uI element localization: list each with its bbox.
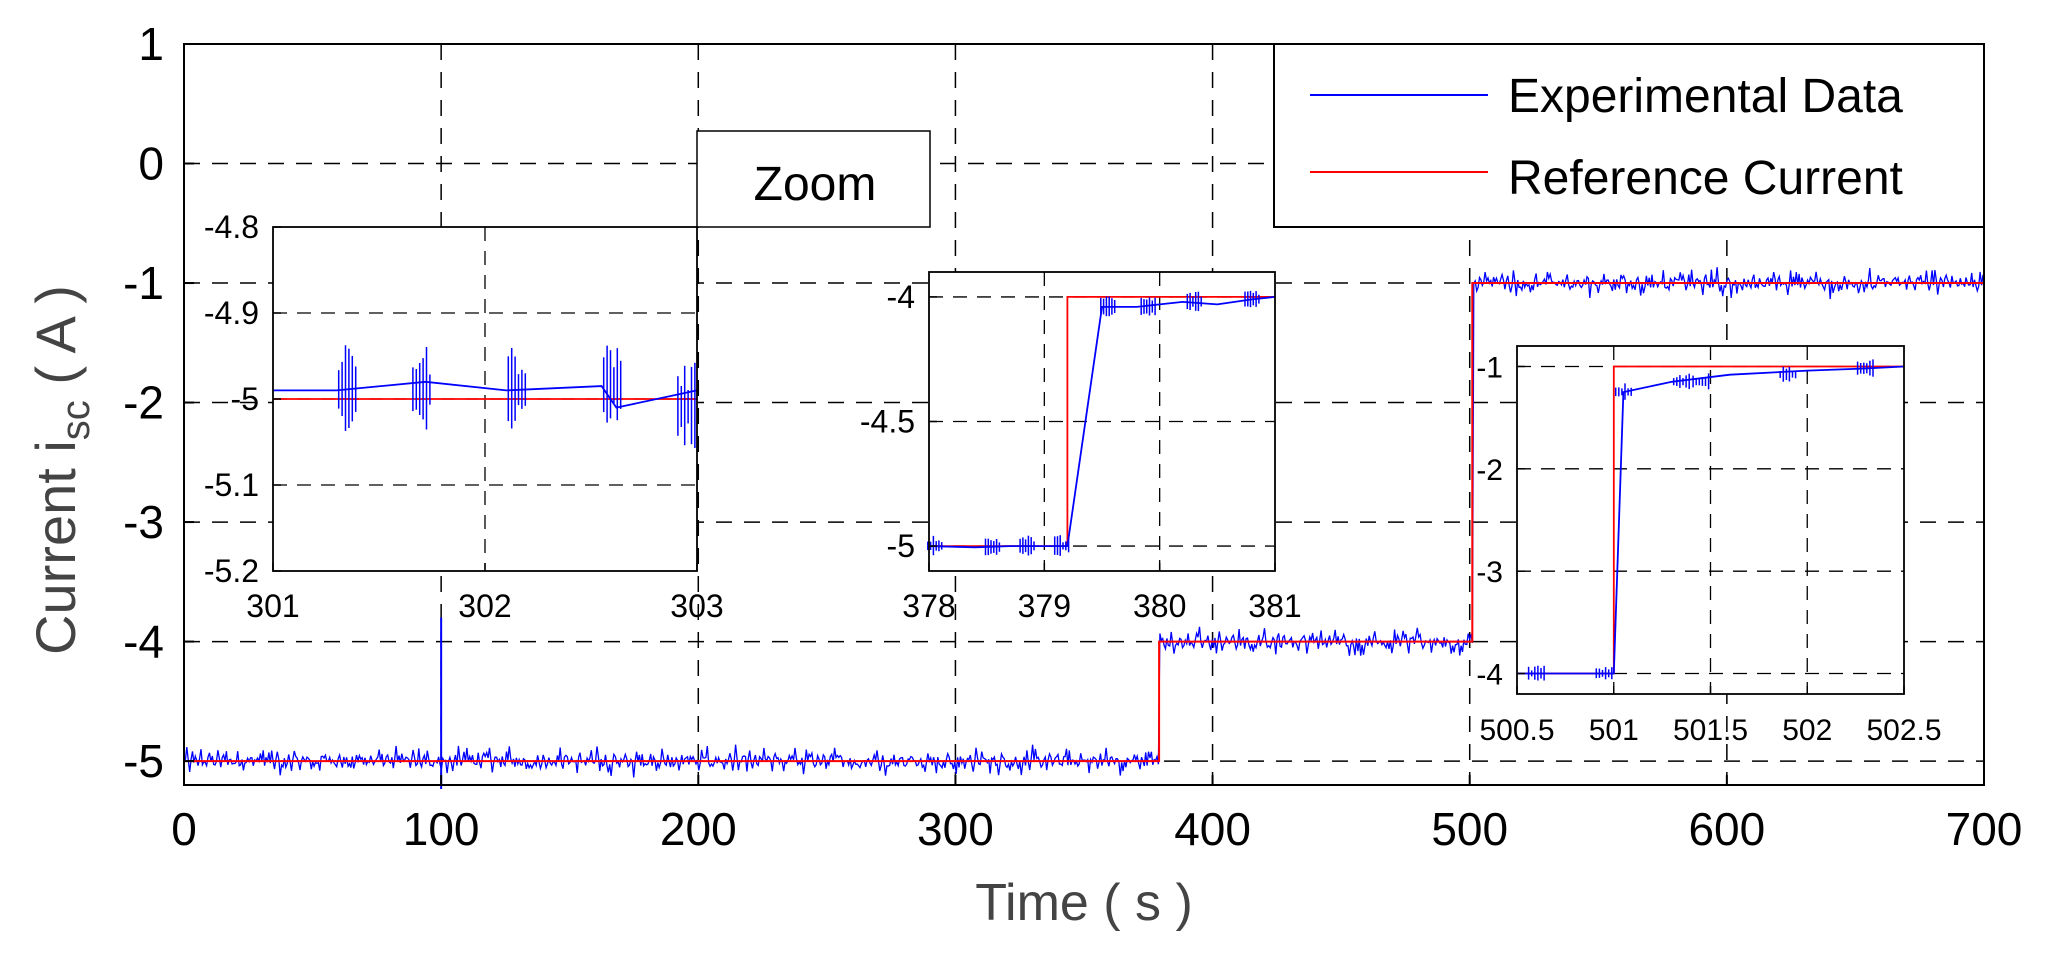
y-axis-label: Current isc ( A ) bbox=[24, 285, 98, 655]
zoom-box bbox=[696, 130, 931, 228]
insets: 301 302 303 -4.8 -4.9 -5 -5.1 -5.2 378 379 380 381 -… bbox=[204, 209, 1942, 747]
inset-3-experimental-line bbox=[1517, 365, 1905, 675]
inset-3-x-tick-label: 500.5 bbox=[1479, 714, 1554, 747]
inset-1-y-tick-label: -5.2 bbox=[204, 553, 259, 589]
inset-1-x-tick-label: 302 bbox=[458, 588, 511, 624]
x-tick-label: 100 bbox=[403, 803, 480, 855]
inset-3-x-tick-label: 501 bbox=[1589, 714, 1639, 747]
y-axis-label-subscript: sc bbox=[54, 400, 98, 440]
legend-label-experimental: Experimental Data bbox=[1508, 70, 1903, 123]
x-tick-label: 200 bbox=[660, 803, 737, 855]
inset-2-y-tick-label: -4.5 bbox=[860, 404, 915, 440]
inset-3-y-tick-label: -4 bbox=[1476, 659, 1503, 692]
legend-box bbox=[1273, 43, 1985, 228]
y-axis-label-suffix: ( A ) bbox=[24, 285, 87, 400]
inset-3: 500.5 501 501.5 502 502.5 -1 -2 -3 -4 bbox=[1476, 345, 1942, 747]
inset-3-y-tick-label: -1 bbox=[1476, 351, 1503, 384]
y-axis-label-prefix: Current i bbox=[24, 440, 87, 655]
inset-1-x-tick-label: 303 bbox=[670, 588, 723, 624]
legend-label-reference: Reference Current bbox=[1508, 152, 1903, 205]
y-tick-label: -3 bbox=[123, 496, 164, 548]
inset-1-y-tick-label: -5.1 bbox=[204, 467, 259, 503]
inset-3-x-tick-label: 502 bbox=[1782, 714, 1832, 747]
inset-2-experimental-line bbox=[928, 296, 1276, 549]
inset-2-x-tick-label: 380 bbox=[1133, 588, 1186, 624]
inset-2-x-tick-label: 379 bbox=[1018, 588, 1071, 624]
inset-2-x-tick-label: 378 bbox=[902, 588, 955, 624]
y-tick-label: -4 bbox=[123, 616, 164, 668]
x-tick-label: 400 bbox=[1174, 803, 1251, 855]
inset-2: 378 379 380 381 -4 -4.5 -5 bbox=[860, 271, 1302, 624]
inset-3-y-tick-label: -3 bbox=[1476, 556, 1503, 589]
x-tick-label: 600 bbox=[1688, 803, 1765, 855]
x-tick-label: 300 bbox=[917, 803, 994, 855]
inset-3-x-tick-label: 502.5 bbox=[1866, 714, 1941, 747]
inset-2-x-tick-label: 381 bbox=[1248, 588, 1301, 624]
inset-3-y-tick-label: -2 bbox=[1476, 454, 1503, 487]
inset-2-y-tick-label: -4 bbox=[887, 279, 915, 315]
y-tick-label: 1 bbox=[138, 18, 164, 70]
inset-2-y-tick-label: -5 bbox=[887, 528, 915, 564]
inset-1-experimental-line bbox=[273, 380, 698, 409]
legend: Experimental Data Reference Current bbox=[1273, 43, 1985, 228]
inset-1-x-tick-label: 301 bbox=[246, 588, 299, 624]
inset-3-x-tick-label: 501.5 bbox=[1673, 714, 1748, 747]
x-tick-label: 0 bbox=[171, 803, 197, 855]
main-ticks: 0 100 200 300 400 500 600 700 1 0 -1 -2 -3 -4 -5 bbox=[123, 18, 2022, 855]
inset-1-y-tick-label: -4.8 bbox=[204, 209, 259, 245]
x-axis-label: Time ( s ) bbox=[975, 874, 1193, 932]
series-reference-current bbox=[184, 282, 1984, 763]
inset-1-y-tick-label: -4.9 bbox=[204, 295, 259, 331]
x-tick-label: 700 bbox=[1946, 803, 2023, 855]
zoom-label: Zoom bbox=[754, 158, 877, 211]
y-tick-label: 0 bbox=[138, 138, 164, 190]
y-tick-label: -2 bbox=[123, 377, 164, 429]
main-series bbox=[183, 267, 1986, 789]
main-plot-frame bbox=[183, 43, 1985, 786]
y-tick-label: -5 bbox=[123, 735, 164, 787]
inset-1: 301 302 303 -4.8 -4.9 -5 -5.1 -5.2 bbox=[204, 209, 724, 624]
inset-1-y-tick-label: -5 bbox=[231, 381, 259, 417]
y-tick-label: -1 bbox=[123, 257, 164, 309]
x-tick-label: 500 bbox=[1431, 803, 1508, 855]
